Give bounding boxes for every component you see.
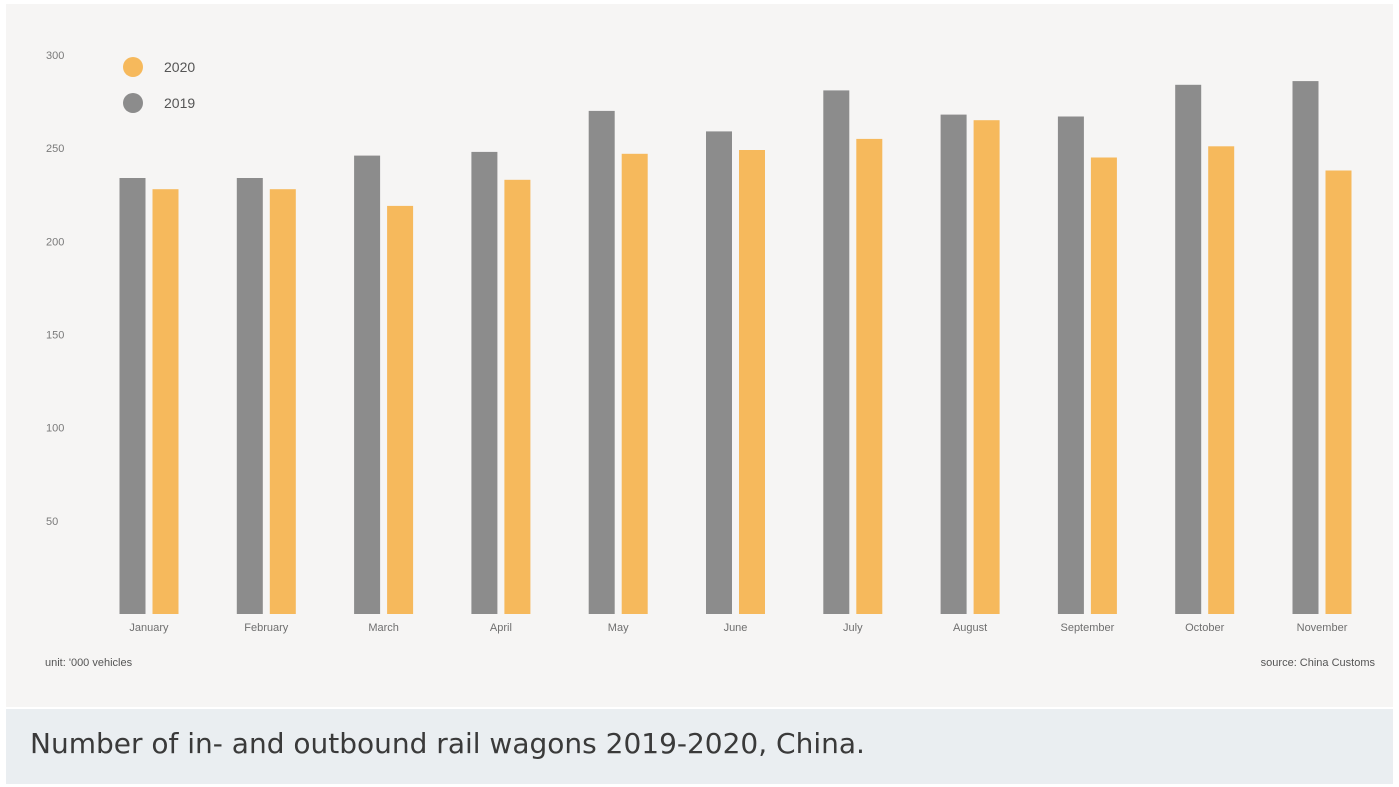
- bar-2019: [940, 114, 967, 614]
- bar-2019: [588, 110, 615, 615]
- bar-2020: [739, 150, 765, 614]
- bar-2019: [236, 178, 263, 614]
- x-tick-label: October: [1185, 622, 1224, 634]
- x-tick-label: March: [368, 622, 399, 634]
- bar-2019: [1175, 84, 1202, 615]
- bar-2019: [823, 90, 850, 614]
- y-tick-label: 100: [46, 423, 64, 435]
- x-tick-label: November: [1297, 622, 1348, 634]
- bar-2020: [504, 179, 531, 615]
- bar-2019: [1057, 116, 1084, 614]
- figure-caption: Number of in- and outbound rail wagons 2…: [30, 727, 865, 760]
- legend: 2020 2019: [123, 57, 195, 113]
- x-tick-label: January: [129, 622, 169, 634]
- caption-bar: Number of in- and outbound rail wagons 2…: [6, 709, 1393, 784]
- bar-2020: [1090, 157, 1117, 614]
- chart-panel: 50 100 150 200 250 300 January February March Ap…: [6, 4, 1393, 707]
- y-axis-ticks: 50 100 150 200 250 300: [46, 50, 64, 528]
- x-tick-label: September: [1060, 622, 1114, 634]
- bar-chart: 50 100 150 200 250 300 January February March Ap…: [45, 50, 1376, 669]
- x-tick-label: July: [843, 622, 863, 634]
- legend-label-2019: 2019: [164, 95, 195, 111]
- bar-2020: [387, 205, 414, 614]
- y-tick-label: 150: [46, 330, 64, 342]
- x-tick-label: August: [953, 622, 987, 634]
- bar-2019: [119, 178, 146, 614]
- x-tick-label: February: [244, 622, 289, 634]
- y-tick-label: 200: [46, 236, 64, 248]
- bar-2020: [973, 120, 1000, 614]
- bar-2020: [1325, 170, 1352, 614]
- source-note: source: China Customs: [1261, 657, 1376, 669]
- bar-2019: [471, 151, 498, 614]
- bar-2019: [706, 131, 732, 614]
- bar-2020: [856, 138, 883, 614]
- legend-marker-2019: [123, 93, 143, 113]
- y-tick-label: 50: [46, 516, 58, 528]
- unit-note: unit: '000 vehicles: [45, 657, 133, 669]
- bar-2020: [152, 189, 179, 614]
- x-tick-label: April: [490, 622, 512, 634]
- legend-marker-2020: [123, 57, 143, 77]
- y-tick-label: 300: [46, 50, 64, 62]
- bars: [119, 81, 1352, 615]
- bar-2019: [1292, 81, 1319, 615]
- bar-2020: [1208, 146, 1235, 615]
- y-tick-label: 250: [46, 143, 64, 155]
- bar-2020: [621, 153, 648, 615]
- x-tick-label: May: [608, 622, 629, 634]
- x-axis-labels: January February March April May June July Augu…: [129, 622, 1347, 634]
- x-tick-label: June: [724, 622, 748, 634]
- legend-label-2020: 2020: [164, 59, 195, 75]
- bar-2019: [354, 155, 381, 614]
- bar-2020: [269, 189, 296, 614]
